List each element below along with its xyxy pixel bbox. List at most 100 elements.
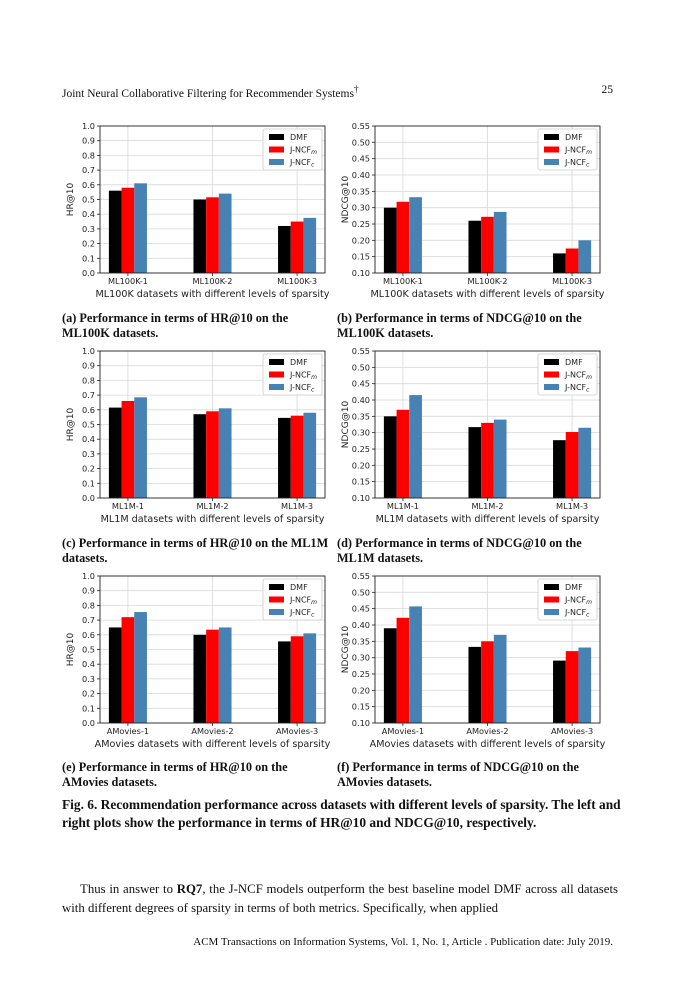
y-tick-label: 0.6 — [82, 180, 95, 190]
legend-swatch — [544, 134, 559, 140]
bar-dmf-amovies-2 — [193, 634, 207, 723]
body-text-cont: , the J-NCF models outperform the best b… — [62, 882, 618, 915]
bar-j-ncfc-ml1m-2 — [493, 419, 507, 498]
bar-j-ncfc-ml100k-2 — [493, 211, 507, 273]
y-tick-label: 0.50 — [352, 362, 370, 372]
x-axis-label: AMovies datasets with different levels o… — [95, 739, 331, 750]
y-tick-label: 0.10 — [352, 493, 370, 503]
legend-label: DMF — [290, 358, 308, 367]
bar-dmf-ml1m-2 — [193, 414, 207, 498]
x-tick-label: ML1M-3 — [281, 501, 313, 511]
legend-label: DMF — [290, 133, 308, 142]
y-tick-label: 0.6 — [82, 405, 95, 415]
body-paragraph: Thus in answer to RQ7, the J-NCF models … — [62, 880, 618, 918]
y-axis-label: NDCG@10 — [341, 626, 351, 674]
subcaption-d: (d) Performance in terms of NDCG@10 on t… — [337, 536, 582, 565]
bar-j-ncfc-ml100k-1 — [409, 197, 422, 273]
header-title: Joint Neural Collaborative Filtering for… — [62, 87, 354, 100]
y-tick-label: 0.20 — [352, 235, 370, 245]
x-tick-label: AMovies-3 — [276, 726, 318, 736]
bar-dmf-ml1m-2 — [468, 427, 482, 498]
body-text: Thus in answer to — [80, 882, 177, 896]
y-axis-label: HR@10 — [66, 182, 76, 216]
legend-swatch — [544, 371, 559, 378]
legend-label: J-NCFc — [564, 608, 590, 619]
x-axis-label: ML100K datasets with different levels of… — [96, 289, 330, 300]
legend-label: DMF — [565, 133, 583, 142]
bar-j-ncfc-amovies-1 — [409, 606, 422, 723]
y-tick-label: 1.0 — [82, 346, 95, 356]
bar-dmf-ml100k-3 — [553, 253, 566, 273]
x-tick-label: AMovies-2 — [466, 726, 508, 736]
subcaption-b: (b) Performance in terms of NDCG@10 on t… — [337, 311, 582, 340]
bar-chart-b: 0.10 0.15 0.20 0.25 0.30 0.35 0.40 0.45 0.50 0.55… — [341, 121, 605, 300]
y-tick-label: 0.2 — [82, 464, 95, 474]
bar-j-ncfm-ml1m-2 — [206, 411, 219, 498]
y-tick-label: 0.2 — [82, 689, 95, 699]
bar-j-ncfc-ml100k-3 — [303, 217, 317, 273]
subcaption-c: (c) Performance in terms of HR@10 on the… — [62, 536, 329, 565]
y-tick-label: 0.6 — [82, 630, 95, 640]
bar-j-ncfc-ml1m-1 — [409, 395, 422, 498]
y-tick-label: 0.9 — [82, 136, 95, 146]
legend-label: J-NCFc — [289, 158, 315, 169]
y-tick-label: 0.50 — [352, 587, 370, 597]
x-tick-label: AMovies-1 — [107, 726, 149, 736]
y-tick-label: 0.30 — [352, 653, 370, 663]
legend-swatch — [269, 384, 284, 390]
legend-label: DMF — [565, 358, 583, 367]
bar-j-ncfm-amovies-2 — [481, 641, 494, 723]
plot-frame — [99, 575, 326, 724]
bar-j-ncfc-amovies-2 — [493, 634, 507, 723]
bar-j-ncfm-ml1m-3 — [290, 415, 304, 498]
x-axis-label: ML1M datasets with different levels of s… — [376, 514, 600, 525]
y-axis-label: NDCG@10 — [341, 401, 351, 449]
bar-j-ncfm-amovies-1 — [121, 617, 135, 723]
legend-swatch — [544, 384, 559, 390]
x-axis-label: AMovies datasets with different levels o… — [370, 739, 606, 750]
y-tick-label: 0.0 — [82, 718, 95, 728]
y-tick-label: 0.40 — [352, 170, 370, 180]
bar-dmf-ml1m-1 — [108, 407, 122, 498]
legend-label: DMF — [565, 583, 583, 592]
y-tick-label: 0.3 — [82, 674, 95, 684]
x-tick-label: ML100K-2 — [193, 276, 233, 286]
x-tick-label: ML100K-3 — [277, 276, 317, 286]
x-tick-label: ML1M-2 — [196, 501, 228, 511]
y-tick-label: 0.10 — [352, 718, 370, 728]
legend-swatch — [544, 609, 559, 615]
bar-dmf-amovies-2 — [468, 646, 482, 723]
bar-j-ncfm-ml1m-1 — [121, 400, 135, 498]
bar-j-ncfc-amovies-3 — [578, 647, 592, 723]
y-tick-label: 0.15 — [352, 477, 370, 487]
legend-label: J-NCFm — [564, 146, 592, 157]
plot-frame — [374, 575, 601, 724]
plot-frame — [374, 350, 601, 499]
subcaption-f: (f) Performance in terms of NDCG@10 on t… — [337, 760, 579, 789]
y-tick-label: 0.25 — [352, 219, 370, 229]
y-tick-label: 0.1 — [82, 703, 95, 713]
x-tick-label: ML1M-2 — [471, 501, 503, 511]
legend-swatch — [269, 609, 284, 615]
body-bold-rq: RQ7 — [176, 882, 203, 896]
y-tick-label: 0.20 — [352, 460, 370, 470]
y-tick-label: 0.1 — [82, 253, 95, 263]
bar-dmf-ml100k-2 — [193, 199, 207, 273]
legend-swatch — [544, 584, 559, 590]
y-axis-label: NDCG@10 — [341, 176, 351, 224]
y-tick-label: 0.0 — [82, 268, 95, 278]
y-tick-label: 0.15 — [352, 702, 370, 712]
bar-j-ncfc-ml100k-1 — [134, 183, 147, 273]
bar-j-ncfc-ml1m-3 — [578, 427, 592, 498]
legend-swatch — [544, 159, 559, 165]
y-tick-label: 0.25 — [352, 444, 370, 454]
y-tick-label: 0.7 — [82, 165, 95, 175]
x-axis-label: ML100K datasets with different levels of… — [371, 289, 605, 300]
bar-j-ncfc-ml1m-1 — [134, 397, 147, 498]
x-tick-label: ML100K-3 — [552, 276, 592, 286]
bar-j-ncfc-ml1m-2 — [218, 408, 232, 498]
